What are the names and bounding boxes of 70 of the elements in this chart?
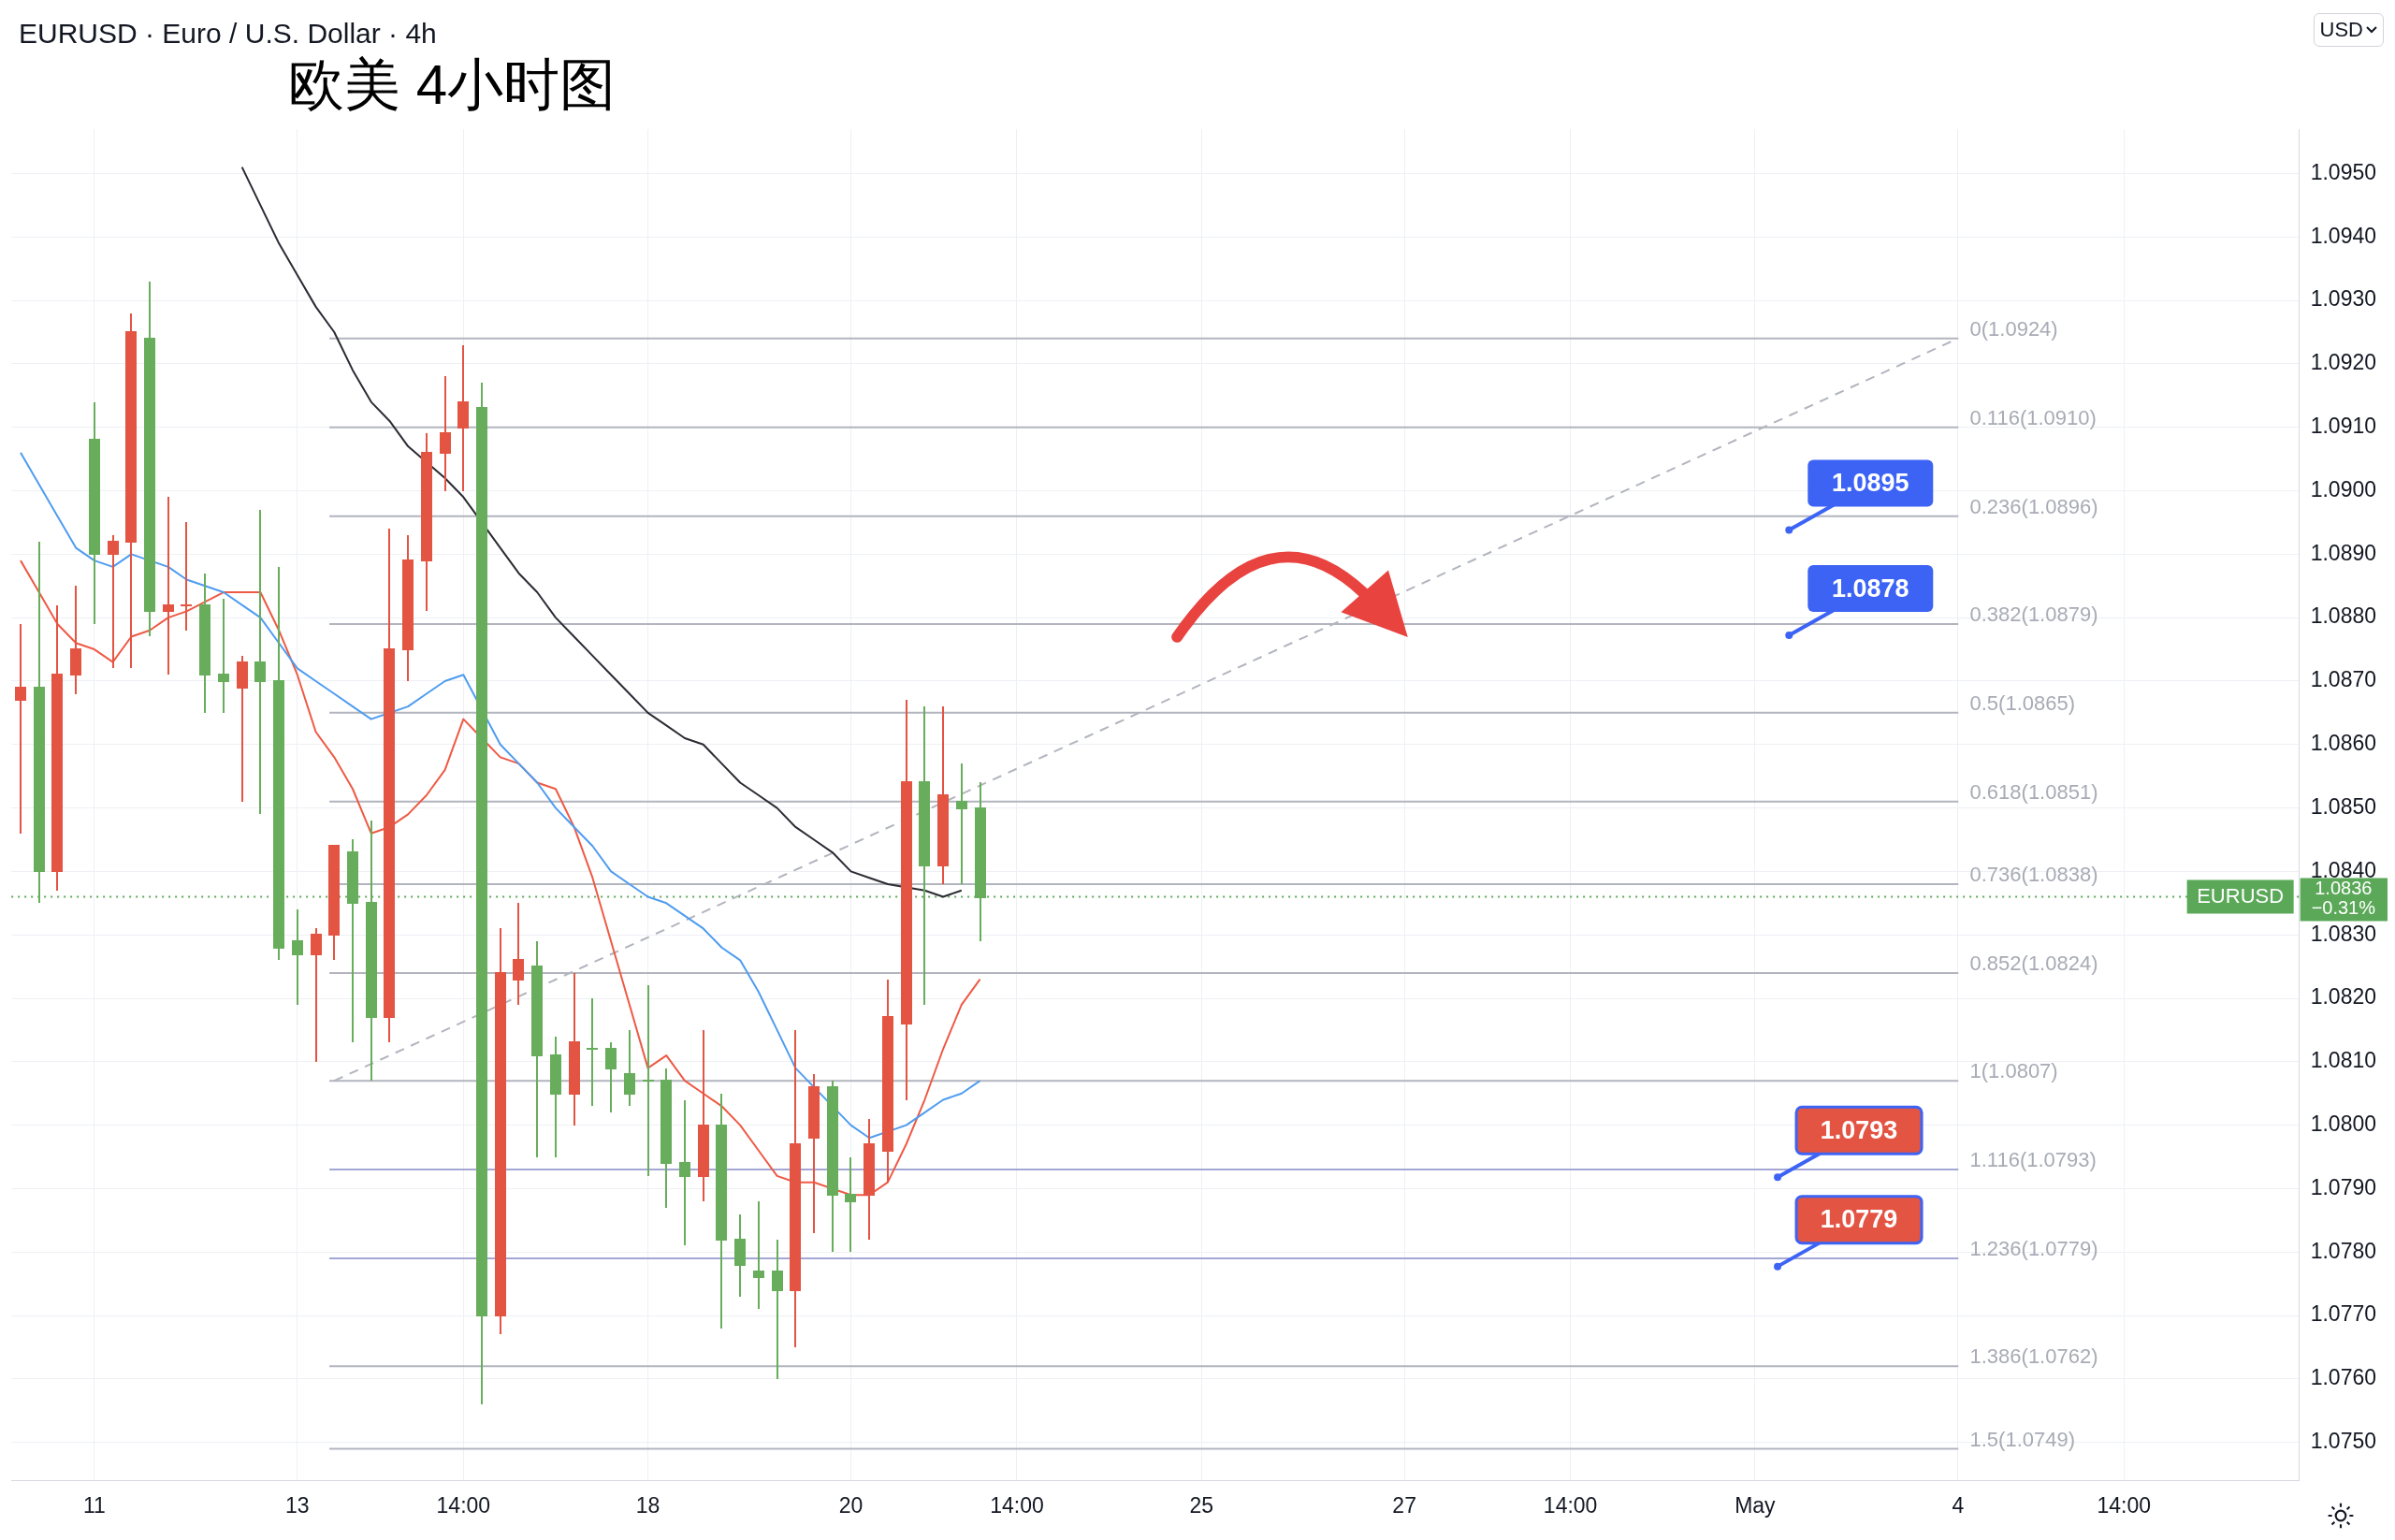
y-tick-label: 1.0940 <box>2310 223 2377 248</box>
annotation: 1.0793 <box>1820 1115 1898 1144</box>
y-tick-label: 1.0900 <box>2310 476 2377 501</box>
ref-line-label: EURUSD <box>2197 883 2285 908</box>
x-tick-label: 25 <box>1189 1492 1213 1518</box>
ref-line-label: 0.618(1.0851) <box>1969 779 2098 804</box>
annotation: 1.0878 <box>1832 574 1909 603</box>
candlestick <box>218 598 229 714</box>
y-tick-label: 1.0810 <box>2310 1048 2377 1073</box>
y-tick-label: 1.0800 <box>2310 1111 2377 1136</box>
candlestick <box>15 623 26 835</box>
candlestick <box>292 908 303 1006</box>
text: −0.31% <box>2311 897 2376 919</box>
x-tick-label: 27 <box>1392 1492 1416 1518</box>
x-tick-label: 14:00 <box>2097 1492 2152 1518</box>
annotation: 1.0779 <box>1820 1205 1898 1234</box>
ref-line-label: 0.236(1.0896) <box>1969 494 2098 518</box>
y-tick-label: 1.0910 <box>2310 414 2377 439</box>
candlestick <box>587 997 598 1107</box>
y-tick-label: 1.0850 <box>2310 793 2377 819</box>
x-tick-label: 20 <box>838 1492 864 1518</box>
x-tick-label: 11 <box>82 1492 106 1518</box>
y-tick-label: 1.0760 <box>2310 1365 2377 1390</box>
y-tick-label: 1.0780 <box>2310 1238 2377 1263</box>
candlestick <box>605 1041 617 1113</box>
ref-line-label: 0(1.0924) <box>1969 316 2058 341</box>
y-tick-label: 1.0930 <box>2310 286 2377 312</box>
y-tick-label: 1.0770 <box>2310 1301 2377 1327</box>
y-tick-label: 1.0880 <box>2310 603 2377 629</box>
ref-line-label: 1.5(1.0749) <box>1969 1427 2076 1451</box>
y-tick-label: 1.0750 <box>2310 1429 2377 1454</box>
y-tick-label: 1.0870 <box>2310 667 2377 692</box>
candlestick <box>679 1099 690 1246</box>
ref-line-label: 0.852(1.0824) <box>1969 951 2098 975</box>
chart-subtitle: 欧美 4小时图 <box>288 52 617 116</box>
candlestick <box>845 1156 856 1253</box>
ref-line-label: 0.116(1.0910) <box>1969 405 2097 429</box>
text: USD <box>2319 18 2363 42</box>
ref-line-label: 1(1.0807) <box>1969 1059 2058 1083</box>
y-tick-label: 1.0920 <box>2310 350 2377 375</box>
x-tick-label: 14:00 <box>436 1492 491 1518</box>
candlestick <box>956 763 967 885</box>
x-tick-label: May <box>1735 1492 1777 1518</box>
x-tick-label: 14:00 <box>990 1492 1044 1518</box>
ref-line-label: 0.736(1.0838) <box>1969 863 2098 887</box>
y-tick-label: 1.0830 <box>2310 921 2377 946</box>
y-tick-label: 1.0860 <box>2310 731 2377 756</box>
x-tick-label: 18 <box>635 1492 660 1518</box>
candlestick <box>772 1239 783 1380</box>
candlestick <box>624 1029 635 1107</box>
candlestick <box>753 1200 764 1310</box>
candlestick <box>440 375 451 492</box>
candlestick <box>254 509 266 815</box>
x-tick-label: 13 <box>285 1492 310 1518</box>
annotation: 1.0895 <box>1832 468 1909 497</box>
ref-line-label: 1.236(1.0779) <box>1969 1237 2098 1261</box>
y-tick-label: 1.0790 <box>2310 1174 2377 1199</box>
ref-line-label: 0.5(1.0865) <box>1969 690 2076 715</box>
chart-title: EURUSD · Euro / U.S. Dollar · 4h <box>19 18 437 50</box>
candlestick <box>311 927 322 1063</box>
y-tick-label: 1.0820 <box>2310 984 2377 1010</box>
x-tick-label: 14:00 <box>1543 1492 1598 1518</box>
ref-line-label: 0.382(1.0879) <box>1969 603 2098 626</box>
y-tick-label: 1.0950 <box>2310 159 2377 184</box>
candlestick <box>643 984 654 1177</box>
ref-line-label: 1.386(1.0762) <box>1969 1344 2098 1369</box>
candlestick <box>513 902 524 1006</box>
y-tick-label: 1.0890 <box>2310 540 2377 565</box>
ref-line-label: 1.116(1.0793) <box>1969 1148 2097 1172</box>
x-tick-label: 4 <box>1952 1492 1965 1518</box>
